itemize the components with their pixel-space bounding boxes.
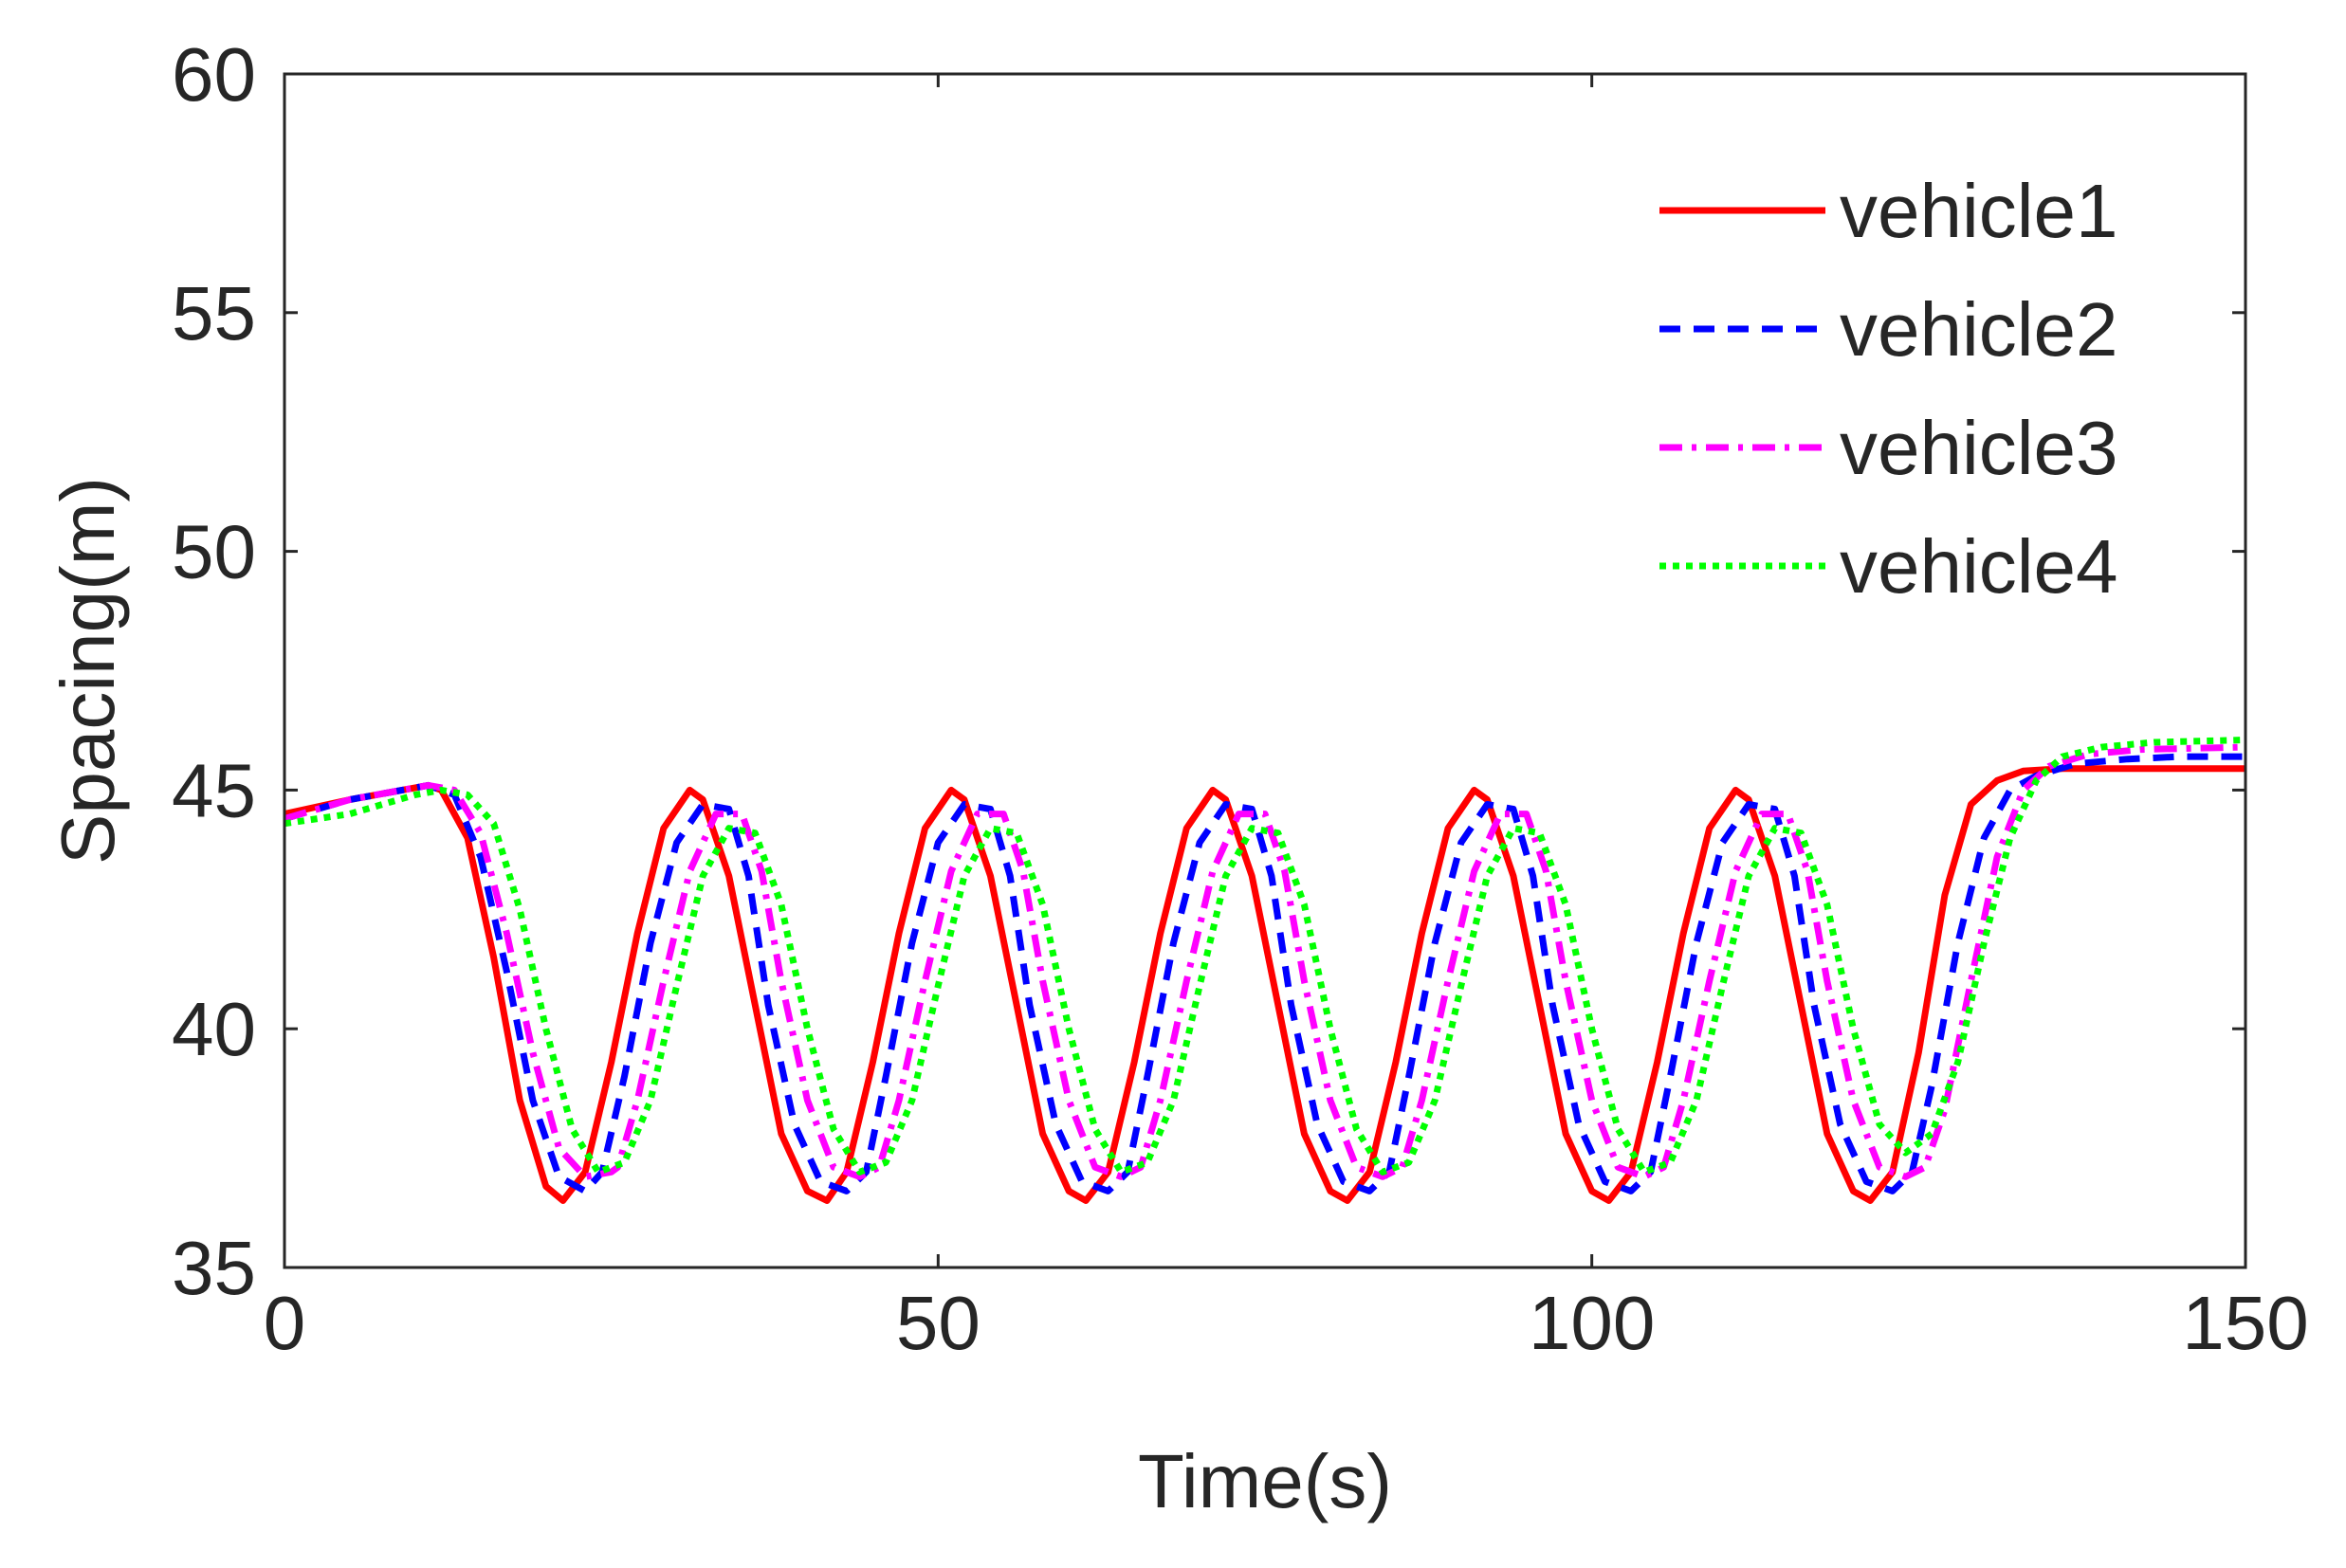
legend-label: vehicle2 [1840, 287, 2118, 372]
ticks-layer [283, 72, 2247, 1269]
y-tick-label: 40 [172, 987, 256, 1071]
y-tick-label: 35 [172, 1226, 256, 1310]
legend: vehicle1 vehicle2 vehicle3 vehicle4 [1659, 169, 2118, 609]
x-tick-label: 50 [896, 1281, 981, 1365]
x-axis-label: Time(s) [1138, 1439, 1392, 1523]
plot-frame [283, 72, 2247, 1269]
series-layer [284, 737, 2246, 1204]
x-tick-label: 0 [264, 1281, 306, 1365]
y-axis-label: Spacing(m) [46, 477, 130, 865]
y-tick-label: 55 [172, 271, 256, 356]
legend-item-vehicle1: vehicle1 [1659, 169, 2118, 253]
legend-label: vehicle3 [1840, 406, 2118, 490]
x-tick-label: 150 [2182, 1281, 2308, 1365]
series-line-vehicle3 [284, 743, 2246, 1180]
tick-labels: 0 50 100 150 35 40 45 50 55 60 [172, 32, 2309, 1365]
series-line-vehicle4 [284, 737, 2246, 1176]
legend-item-vehicle3: vehicle3 [1659, 406, 2118, 490]
legend-label: vehicle1 [1840, 169, 2118, 253]
series-line-vehicle2 [284, 753, 2245, 1194]
legend-item-vehicle4: vehicle4 [1659, 524, 2118, 609]
legend-label: vehicle4 [1840, 524, 2118, 609]
series-line-vehicle1 [284, 765, 2245, 1204]
x-tick-label: 100 [1529, 1281, 1655, 1365]
legend-item-vehicle2: vehicle2 [1659, 287, 2118, 372]
y-tick-label: 60 [172, 32, 256, 117]
y-tick-label: 50 [172, 510, 256, 594]
y-tick-label: 45 [172, 748, 256, 832]
